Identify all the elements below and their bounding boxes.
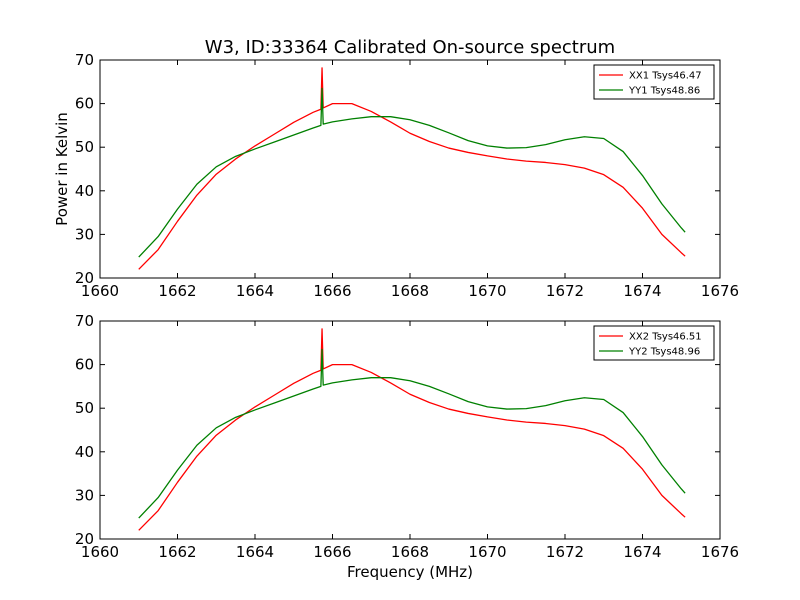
y-tick-label: 70 xyxy=(75,312,94,330)
y-tick-label: 50 xyxy=(75,138,94,156)
legend: XX1 Tsys46.47 YY1 Tsys48.86 xyxy=(593,64,715,100)
y-tick-label: 40 xyxy=(75,443,94,461)
legend-entry: XX2 Tsys46.51 xyxy=(629,332,702,343)
x-axis-label: Frequency (MHz) xyxy=(347,563,473,581)
x-tick-label: 1662 xyxy=(158,282,196,300)
x-tick-label: 1666 xyxy=(313,282,351,300)
x-tick-label: 1660 xyxy=(81,543,119,561)
legend: XX2 Tsys46.51 YY2 Tsys48.96 xyxy=(593,325,715,361)
y-tick-label: 20 xyxy=(75,269,94,287)
legend-entry: YY1 Tsys48.86 xyxy=(628,86,700,97)
x-tick-label: 1674 xyxy=(623,543,661,561)
x-tick-label: 1676 xyxy=(701,543,739,561)
bottom-plot-panel: 1660 1662 1664 1666 1668 1670 1672 1674 1676 20 30… xyxy=(75,312,739,561)
legend-box xyxy=(593,64,715,100)
top-plot-panel: 1660 1662 1664 1666 1668 1670 1672 1674 1676 20 30… xyxy=(75,51,739,300)
y-tick-label: 40 xyxy=(75,182,94,200)
y-tick-label: 60 xyxy=(75,95,94,113)
x-tick-label: 1662 xyxy=(158,543,196,561)
y-tick-label: 30 xyxy=(75,486,94,504)
x-tick-label: 1676 xyxy=(701,282,739,300)
y-tick-label: 30 xyxy=(75,225,94,243)
series-line-xx xyxy=(138,328,686,531)
series-line-yy xyxy=(138,87,686,258)
x-tick-label: 1668 xyxy=(391,282,429,300)
y-tick-label: 20 xyxy=(75,530,94,548)
x-tick-label: 1668 xyxy=(391,543,429,561)
y-tick-label: 60 xyxy=(75,356,94,374)
x-tick-label: 1664 xyxy=(236,543,274,561)
x-tick-label: 1670 xyxy=(468,543,506,561)
x-tick-label: 1666 xyxy=(313,543,351,561)
x-tick-label: 1672 xyxy=(546,543,584,561)
y-tick-label: 50 xyxy=(75,399,94,417)
x-tick-label: 1674 xyxy=(623,282,661,300)
series-line-xx xyxy=(138,67,686,270)
legend-box xyxy=(593,325,715,361)
x-tick-label: 1672 xyxy=(546,282,584,300)
x-tick-label: 1660 xyxy=(81,282,119,300)
x-tick-label: 1670 xyxy=(468,282,506,300)
y-axis-label: Power in Kelvin xyxy=(53,112,71,226)
chart-title: W3, ID:33364 Calibrated On-source spectr… xyxy=(205,37,615,58)
legend-entry: YY2 Tsys48.96 xyxy=(628,347,700,358)
y-tick-label: 70 xyxy=(75,51,94,69)
series-line-yy xyxy=(138,348,686,519)
legend-entry: XX1 Tsys46.47 xyxy=(629,71,702,82)
x-tick-label: 1664 xyxy=(236,282,274,300)
